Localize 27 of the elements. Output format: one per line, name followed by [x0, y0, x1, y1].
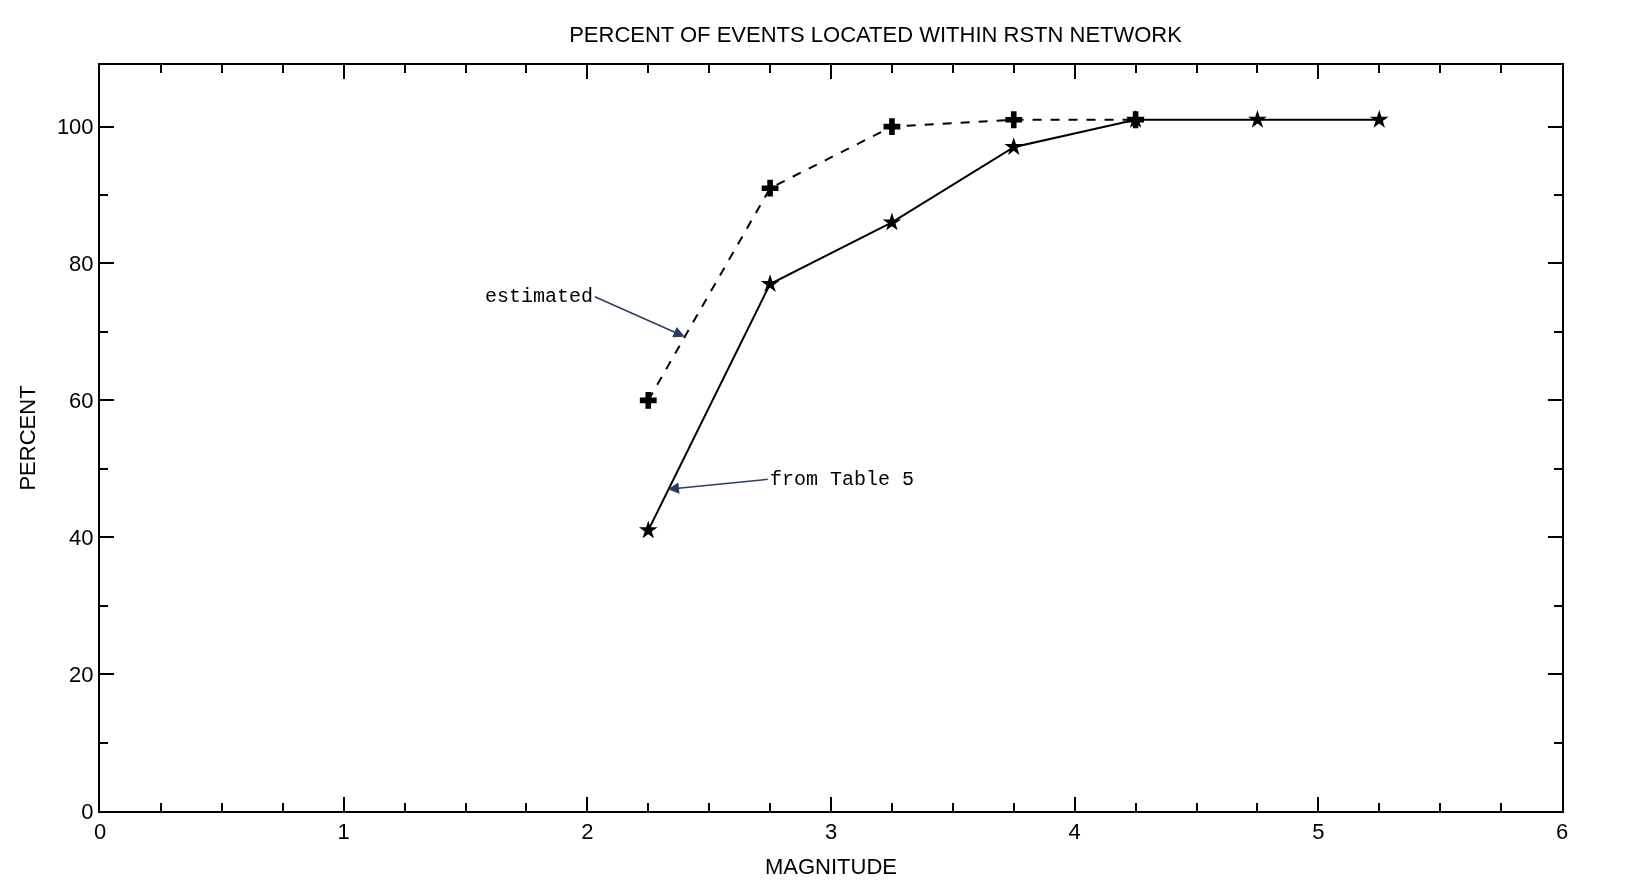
x-tick-label: 4 [1068, 819, 1081, 845]
x-tick-label: 5 [1312, 819, 1325, 845]
y-tick-label: 60 [69, 388, 94, 414]
point [883, 118, 901, 135]
point [1369, 109, 1389, 128]
y-tick-label: 40 [69, 524, 94, 550]
point [882, 212, 902, 231]
annotation: estimated [485, 285, 594, 308]
point [761, 179, 779, 197]
point [639, 391, 657, 409]
point [1004, 137, 1024, 156]
chart-title: PERCENT OF EVENTS LOCATED WITHIN RSTN NETWORK [569, 22, 1183, 48]
x-tick-label: 2 [581, 819, 594, 845]
point [760, 274, 780, 292]
y-tick-label: 0 [81, 798, 94, 824]
annotation: from Table 5 [770, 468, 915, 491]
y-tick-label: 100 [56, 114, 94, 140]
point [1248, 109, 1267, 128]
x-axis-title: MAGNITUDE [765, 853, 897, 879]
x-tick-label: 3 [824, 819, 838, 845]
y-tick-label: 20 [69, 661, 94, 687]
x-tick-label: 1 [337, 819, 350, 845]
y-axis-title: PERCENT [15, 385, 41, 491]
x-tick-label: 6 [1555, 819, 1569, 845]
point [1005, 111, 1023, 129]
y-tick-label: 80 [69, 251, 94, 277]
point [638, 520, 658, 539]
